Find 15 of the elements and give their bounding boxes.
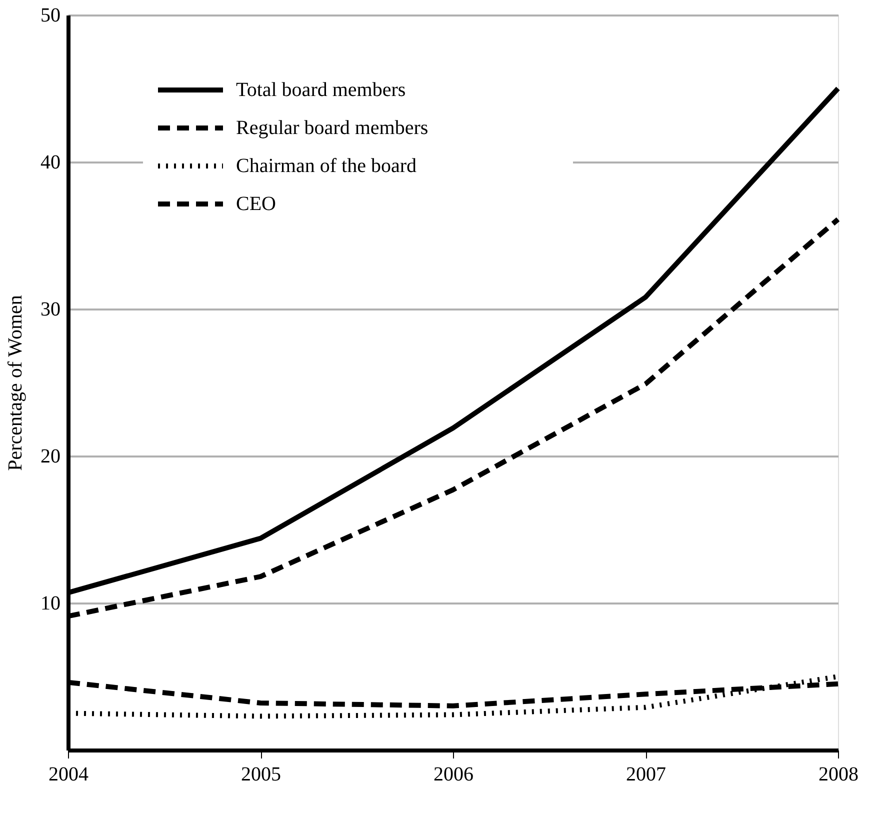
x-tick-label: 2004 bbox=[48, 764, 88, 786]
x-tick-label: 2008 bbox=[818, 764, 858, 786]
y-tick-label: 10 bbox=[40, 592, 60, 614]
legend-label: CEO bbox=[236, 193, 276, 215]
y-axis-title: Percentage of Women bbox=[4, 295, 26, 471]
x-tick-label: 2006 bbox=[434, 764, 474, 786]
x-tick-label: 2005 bbox=[241, 764, 281, 786]
y-tick-label: 30 bbox=[40, 298, 60, 320]
y-tick-label: 20 bbox=[40, 446, 60, 468]
y-tick-label: 50 bbox=[40, 4, 60, 26]
x-tick-label: 2007 bbox=[626, 764, 666, 786]
legend-label: Total board members bbox=[236, 79, 406, 101]
y-tick-label: 40 bbox=[40, 152, 60, 174]
legend-label: Regular board members bbox=[236, 117, 428, 139]
legend-label: Chairman of the board bbox=[236, 155, 416, 177]
